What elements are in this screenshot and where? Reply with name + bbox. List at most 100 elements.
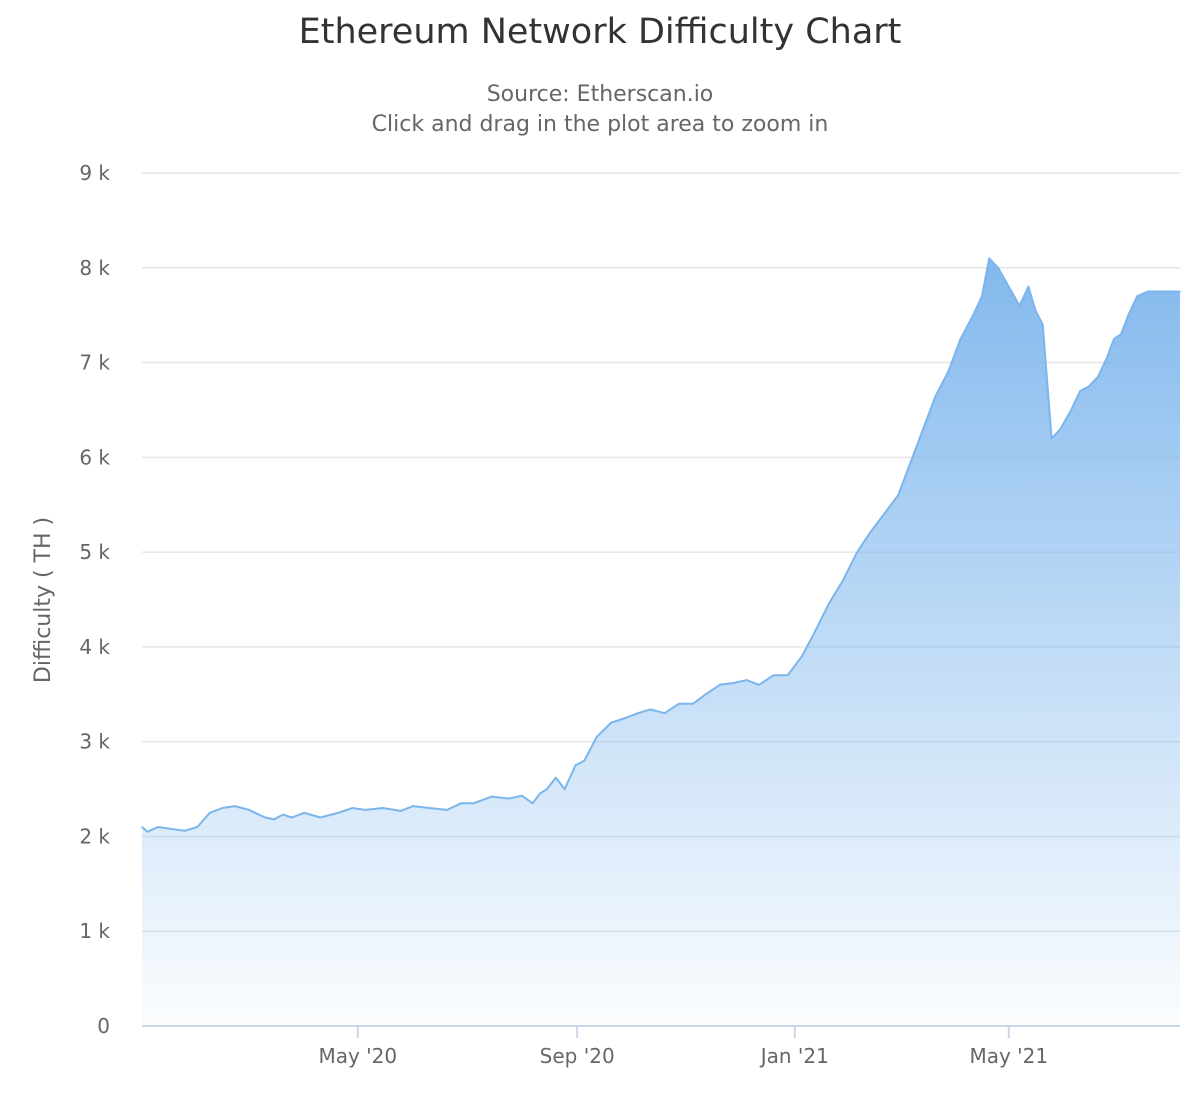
- data-point: [1136, 295, 1138, 298]
- data-point: [196, 826, 199, 828]
- data-point: [428, 807, 430, 809]
- series-layer: [141, 257, 1181, 1026]
- y-tick-label: 6 k: [79, 445, 110, 469]
- data-point: [538, 793, 541, 795]
- data-point: [157, 826, 159, 828]
- data-point: [1008, 285, 1010, 288]
- data-point: [610, 721, 612, 724]
- data-point: [1147, 290, 1149, 293]
- x-tick-label: Sep '20: [540, 1044, 615, 1068]
- data-point: [399, 810, 402, 812]
- y-tick-label: 1 k: [79, 919, 110, 943]
- data-point: [273, 818, 275, 821]
- data-point: [146, 830, 149, 833]
- data-point: [1172, 290, 1174, 293]
- data-point: [574, 764, 577, 767]
- data-point: [922, 428, 924, 430]
- data-point: [692, 703, 694, 705]
- data-point: [988, 257, 990, 260]
- data-point: [303, 812, 306, 814]
- data-point: [1034, 309, 1037, 312]
- y-axis-title: Difficulty ( TH ): [31, 517, 56, 683]
- data-point: [563, 788, 566, 790]
- data-point: [733, 682, 735, 684]
- data-point: [472, 802, 475, 805]
- data-point: [319, 816, 322, 819]
- data-point: [555, 776, 557, 779]
- data-point: [678, 703, 680, 705]
- x-tick-label: Jan '21: [759, 1044, 829, 1068]
- data-point: [508, 797, 511, 800]
- data-point: [1127, 314, 1130, 317]
- data-point: [637, 712, 639, 714]
- data-point: [1164, 290, 1167, 293]
- data-point: [169, 828, 172, 830]
- y-tick-label: 0: [97, 1014, 110, 1038]
- data-point: [827, 603, 830, 605]
- data-point: [856, 551, 858, 553]
- data-point: [772, 674, 775, 677]
- data-point: [490, 795, 493, 798]
- data-point: [141, 826, 143, 828]
- data-point: [337, 812, 340, 814]
- zoom-hint: Click and drag in the plot area to zoom …: [371, 112, 829, 137]
- data-point: [745, 679, 748, 681]
- data-point: [1157, 290, 1160, 293]
- y-tick-label: 2 k: [79, 824, 110, 848]
- data-point: [997, 267, 999, 269]
- data-point: [1079, 390, 1081, 392]
- data-point: [221, 807, 224, 809]
- y-tick-label: 4 k: [79, 635, 110, 659]
- data-point: [446, 809, 448, 811]
- data-point: [786, 674, 789, 677]
- data-point: [382, 807, 384, 809]
- data-point: [291, 816, 293, 819]
- axes: 0 1 k 2 k 3 k 4 k 5 k 6 k 7 k 8 k 9 k May '20 Sep '…: [79, 161, 1180, 1068]
- data-point: [959, 338, 962, 340]
- difficulty-area: [142, 258, 1180, 1026]
- data-point: [704, 693, 707, 696]
- data-point: [351, 807, 354, 809]
- data-point: [758, 684, 760, 686]
- y-tick-label: 5 k: [79, 540, 110, 564]
- data-point: [972, 314, 974, 317]
- data-point: [1113, 338, 1115, 340]
- data-point: [264, 816, 266, 819]
- data-point: [649, 708, 652, 711]
- data-point: [868, 532, 871, 534]
- data-point: [209, 812, 211, 814]
- data-point: [521, 794, 523, 797]
- data-point: [934, 394, 937, 397]
- y-tick-label: 3 k: [79, 730, 110, 754]
- data-point: [546, 788, 548, 790]
- data-point: [663, 712, 666, 714]
- x-tick-label: May '21: [969, 1044, 1048, 1068]
- data-point: [1070, 409, 1072, 411]
- data-point: [897, 494, 899, 497]
- data-point: [719, 684, 721, 686]
- data-point: [460, 802, 463, 805]
- data-point: [947, 371, 949, 373]
- chart-title: Ethereum Network Difficulty Chart: [298, 12, 902, 52]
- data-point: [981, 295, 983, 298]
- data-point: [583, 759, 586, 762]
- data-point: [1018, 304, 1021, 307]
- data-point: [883, 513, 885, 515]
- data-point: [1106, 357, 1108, 359]
- data-point: [248, 809, 250, 811]
- data-point: [184, 830, 186, 832]
- data-point: [412, 805, 414, 807]
- y-tick-label: 8 k: [79, 256, 110, 280]
- data-point: [282, 813, 284, 816]
- data-point: [233, 805, 236, 807]
- x-tick-label: May '20: [318, 1044, 397, 1068]
- data-point: [1097, 376, 1099, 378]
- data-point: [624, 717, 627, 719]
- data-point: [909, 461, 912, 463]
- data-point: [1041, 323, 1044, 326]
- data-point: [1027, 285, 1030, 288]
- data-point: [801, 655, 803, 658]
- data-point: [1179, 290, 1181, 293]
- data-point: [596, 736, 598, 738]
